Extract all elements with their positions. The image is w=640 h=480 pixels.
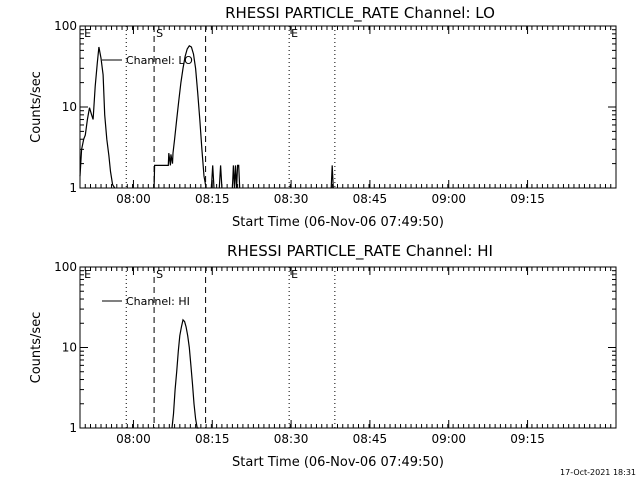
event-marker-label: S — [156, 268, 163, 281]
footer-timestamp: 17-Oct-2021 18:31 — [560, 468, 636, 477]
series-line — [218, 165, 223, 189]
x-axis-label: Start Time (06-Nov-06 07:49:50) — [232, 455, 444, 470]
panel-hi: RHESSI PARTICLE_RATE Channel: HI 1 10 100 08… — [29, 242, 617, 470]
y-tick-label: 10 — [62, 100, 77, 114]
x-tick-label: 09:00 — [431, 432, 466, 446]
event-marker-label: E — [84, 268, 91, 281]
chart-title: RHESSI PARTICLE_RATE Channel: LO — [225, 4, 495, 23]
series-line — [210, 165, 215, 189]
x-tick-label: 08:45 — [353, 432, 388, 446]
plot-frame — [79, 266, 617, 429]
series-line — [330, 165, 334, 189]
series-line — [231, 164, 241, 189]
y-axis-label: Counts/sec — [29, 312, 44, 384]
series-line — [79, 46, 116, 189]
x-tick-label: 08:15 — [195, 432, 230, 446]
series-line — [153, 44, 207, 189]
event-marker-label: E — [291, 27, 298, 40]
x-tick-label: 09:00 — [431, 192, 466, 206]
y-tick-label: 1 — [69, 181, 77, 195]
x-tick-label: 08:45 — [353, 192, 388, 206]
series-line — [171, 318, 199, 429]
legend-label: Channel: HI — [126, 295, 190, 308]
y-tick-label: 100 — [54, 260, 77, 274]
event-marker-label: E — [84, 27, 91, 40]
legend-label: Channel: LO — [126, 54, 193, 67]
x-tick-label: 08:00 — [116, 192, 151, 206]
x-tick-label: 09:15 — [510, 192, 545, 206]
x-axis-label: Start Time (06-Nov-06 07:49:50) — [232, 215, 444, 230]
panel-lo: RHESSI PARTICLE_RATE Channel: LO 1 10 100 08… — [29, 4, 617, 230]
y-tick-label: 1 — [69, 421, 77, 435]
event-marker-label: E — [291, 268, 298, 281]
x-tick-label: 08:30 — [274, 432, 309, 446]
plot-frame — [79, 25, 617, 189]
y-tick-label: 100 — [54, 19, 77, 33]
x-tick-label: 08:30 — [274, 192, 309, 206]
event-marker-label: S — [156, 27, 163, 40]
x-tick-label: 08:00 — [116, 432, 151, 446]
y-axis-label: Counts/sec — [29, 71, 44, 143]
y-tick-label: 10 — [62, 341, 77, 355]
x-tick-label: 08:15 — [195, 192, 230, 206]
chart-title: RHESSI PARTICLE_RATE Channel: HI — [227, 242, 493, 261]
x-tick-label: 09:15 — [510, 432, 545, 446]
